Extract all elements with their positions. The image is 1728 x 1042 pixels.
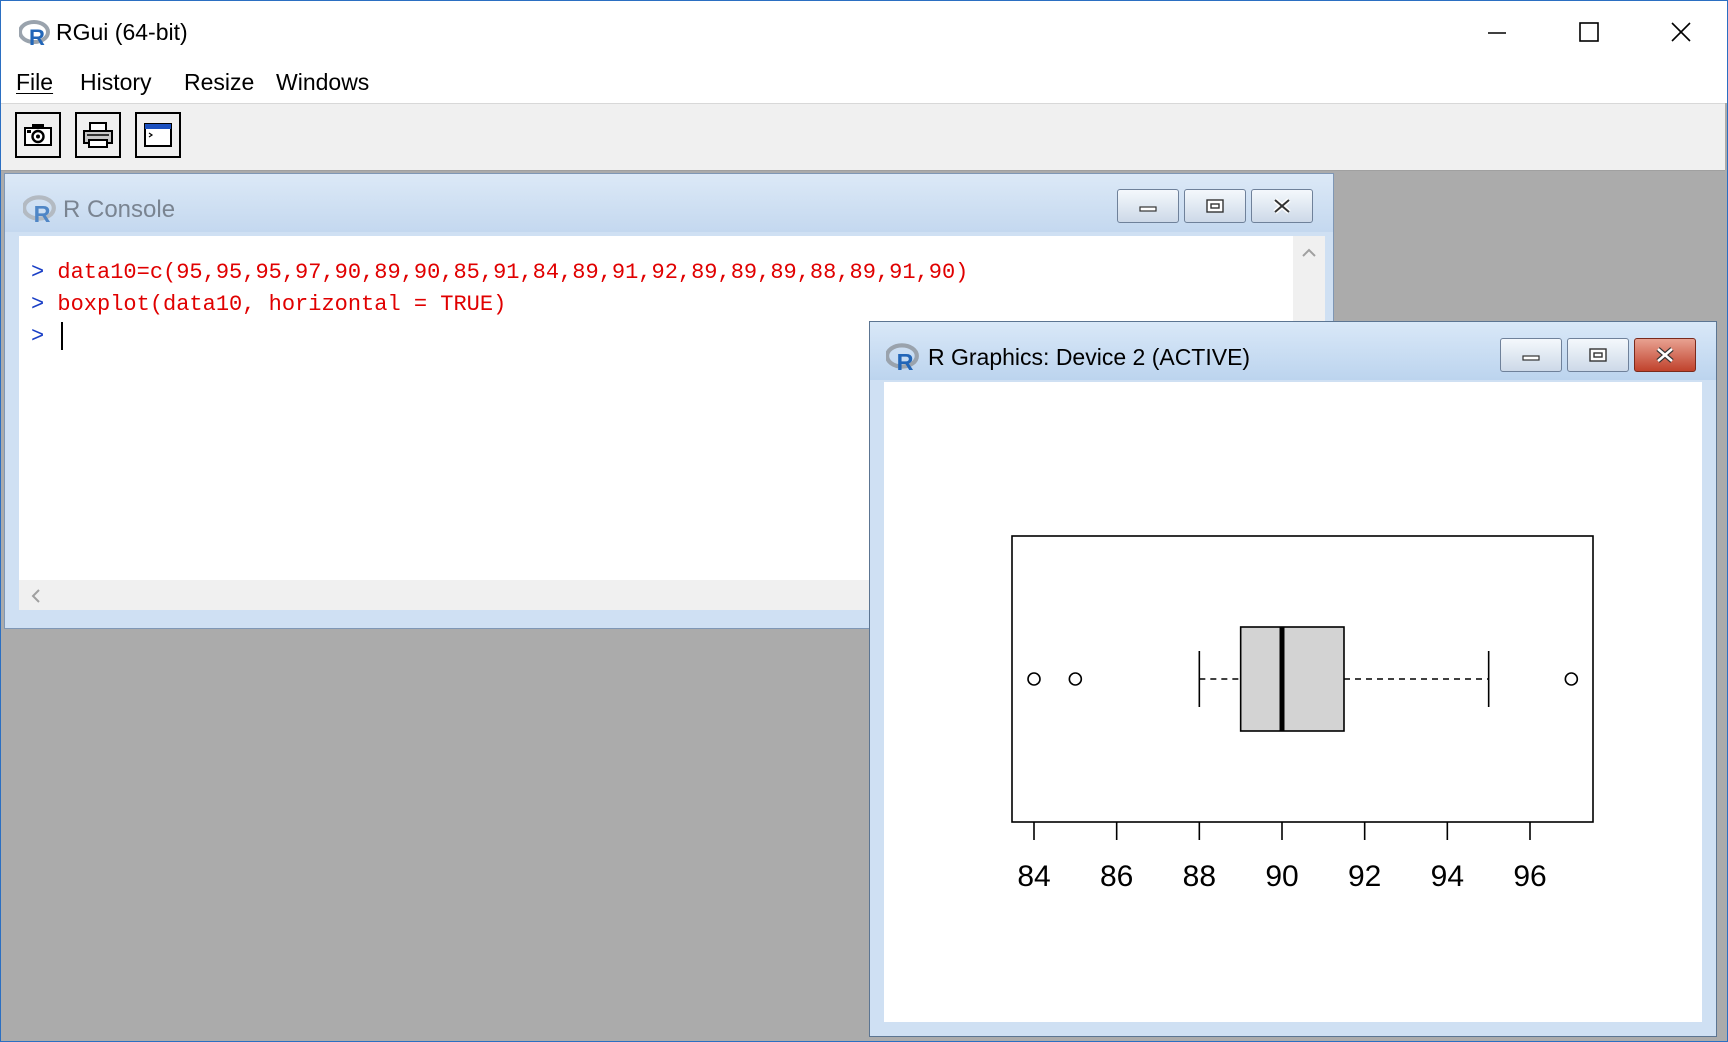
svg-text:R: R [34, 201, 51, 224]
x-tick-label: 92 [1348, 860, 1381, 893]
graphics-restore-button[interactable] [1567, 338, 1629, 372]
menu-file[interactable]: File [16, 69, 53, 96]
console-title: R Console [63, 196, 176, 223]
menu-resize-label: Resize [184, 69, 255, 95]
copy-metafile-button[interactable] [15, 112, 61, 158]
restore-icon [1206, 199, 1224, 213]
console-line: > boxplot(data10, horizontal = TRUE) [31, 292, 506, 317]
graphics-close-button[interactable] [1634, 338, 1696, 372]
console-window-icon [144, 123, 172, 147]
close-icon [1671, 22, 1691, 42]
title-bar: R RGui (64-bit) [1, 1, 1727, 65]
graphics-title: R Graphics: Device 2 (ACTIVE) [928, 344, 1251, 370]
maximize-button[interactable] [1543, 1, 1635, 63]
graphics-minimize-button[interactable] [1500, 338, 1562, 372]
outlier-point [1564, 672, 1579, 686]
menu-windows-label: Windows [276, 69, 370, 95]
chevron-left-icon[interactable] [29, 588, 41, 604]
restore-icon [1589, 348, 1607, 362]
close-icon [1656, 347, 1674, 363]
r-logo-icon: R [23, 195, 56, 224]
svg-text:R: R [29, 25, 45, 47]
outlier-point [1068, 672, 1083, 686]
window-title: RGui (64-bit) [56, 19, 188, 45]
r-logo-icon: R [19, 20, 50, 47]
x-tick-label: 84 [1017, 860, 1050, 893]
maximize-icon [1579, 22, 1599, 42]
mdi-workspace: R R Console > data10=c(95,95,95,97,90,89… [1, 171, 1727, 1041]
minimize-icon [1522, 355, 1540, 361]
menu-windows[interactable]: Windows [276, 69, 369, 96]
menu-history-label: History [80, 69, 152, 95]
close-button[interactable] [1635, 1, 1727, 63]
console-code: data10=c(95,95,95,97,90,89,90,85,91,84,8… [57, 260, 969, 285]
menu-history[interactable]: History [80, 69, 152, 96]
outlier-point [1027, 672, 1041, 686]
console-close-button[interactable] [1251, 189, 1313, 223]
console-prompt: > [31, 260, 45, 285]
x-tick-label: 88 [1183, 860, 1216, 893]
minimize-icon [1139, 206, 1157, 212]
console-line: > [31, 324, 57, 349]
chevron-up-icon[interactable] [1301, 246, 1317, 258]
console-button[interactable] [135, 112, 181, 158]
close-icon [1273, 198, 1291, 214]
console-prompt: > [31, 292, 45, 317]
iqr-box [1239, 626, 1345, 732]
camera-icon [24, 124, 52, 146]
x-tick-label: 96 [1513, 860, 1546, 893]
boxplot-chart: 84 86 88 90 92 94 96 [1011, 535, 1594, 893]
plot-canvas: 84 86 88 90 92 94 96 [884, 382, 1702, 1022]
console-code: boxplot(data10, horizontal = TRUE) [57, 292, 507, 317]
minimize-button[interactable] [1451, 1, 1543, 63]
menu-resize[interactable]: Resize [184, 69, 254, 96]
text-cursor [61, 322, 63, 350]
svg-text:R: R [897, 349, 914, 372]
console-line: > data10=c(95,95,95,97,90,89,90,85,91,84… [31, 260, 968, 285]
console-prompt: > [31, 324, 45, 349]
print-button[interactable] [75, 112, 121, 158]
print-icon [83, 122, 113, 148]
menu-file-label: File [16, 69, 54, 95]
x-tick-label: 86 [1100, 860, 1133, 893]
console-title-bar[interactable] [5, 174, 1333, 232]
console-minimize-button[interactable] [1117, 189, 1179, 223]
x-tick-label: 94 [1431, 860, 1464, 893]
menu-bar: File History Resize Windows [1, 65, 1727, 103]
console-restore-button[interactable] [1184, 189, 1246, 223]
r-logo-icon: R [886, 343, 919, 372]
toolbar [1, 103, 1725, 172]
r-graphics-window: R R Graphics: Device 2 (ACTIVE) 84 86 88 90… [869, 321, 1717, 1037]
x-tick-label: 90 [1265, 860, 1298, 893]
minimize-icon [1488, 32, 1506, 34]
